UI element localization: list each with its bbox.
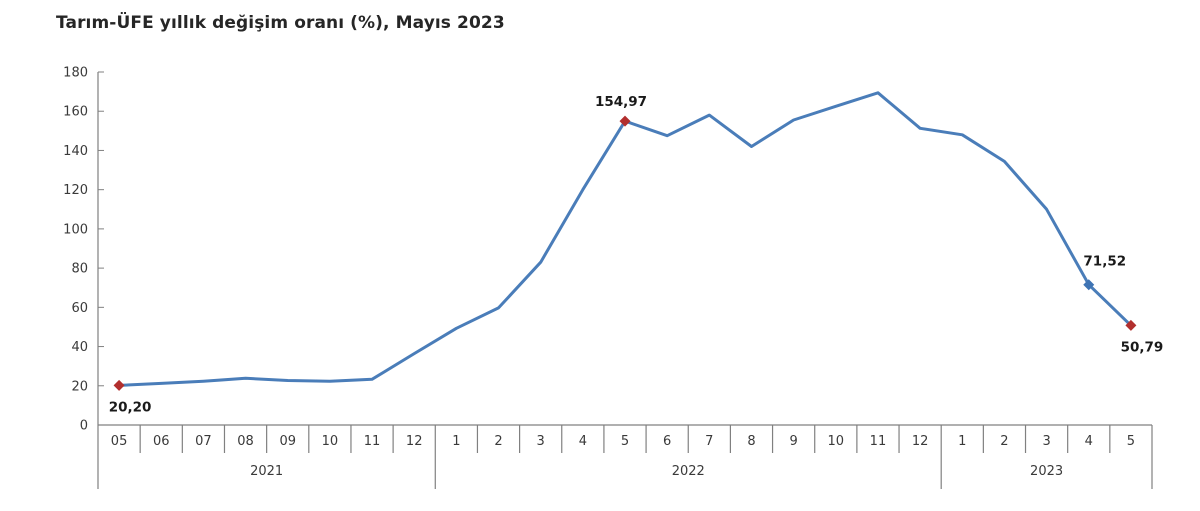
data-point-marker-red	[1125, 319, 1137, 331]
month-label: 5	[621, 434, 629, 449]
month-label: 8	[747, 434, 755, 449]
month-label: 10	[322, 434, 339, 449]
month-label: 05	[111, 434, 128, 449]
y-tick-label: 140	[63, 144, 88, 159]
data-point-marker-blue	[1083, 279, 1095, 291]
y-tick-label: 0	[80, 419, 88, 434]
y-tick-label: 180	[63, 66, 88, 81]
month-label: 1	[958, 434, 966, 449]
y-tick-label: 40	[71, 340, 88, 355]
point-label: 20,20	[109, 399, 152, 415]
month-label: 3	[1042, 434, 1050, 449]
month-label: 7	[705, 434, 713, 449]
month-label: 06	[153, 434, 170, 449]
year-label: 2021	[250, 464, 283, 479]
point-annotations: 20,20 154,97 71,52 50,79	[109, 94, 1164, 415]
month-label: 2	[494, 434, 502, 449]
month-label: 12	[406, 434, 423, 449]
month-label: 07	[195, 434, 212, 449]
month-label: 08	[237, 434, 254, 449]
y-axis: 0 20 40 60 80 100 120 140 160 180	[63, 66, 104, 489]
point-label: 50,79	[1121, 339, 1164, 355]
point-label: 71,52	[1083, 254, 1126, 270]
year-label: 2023	[1030, 464, 1063, 479]
month-label: 1	[452, 434, 460, 449]
y-tick-label: 60	[71, 301, 88, 316]
month-label: 6	[663, 434, 671, 449]
month-label: 9	[789, 434, 797, 449]
point-label: 154,97	[595, 94, 647, 110]
year-label: 2022	[672, 464, 705, 479]
month-label: 10	[828, 434, 845, 449]
month-label: 11	[870, 434, 887, 449]
x-axis-table: 05 06 07 08 09 10 11 12 1 2 3 4 5 6 7 8 9 10 11 12 1 2 3 4 52021…	[98, 424, 1153, 489]
data-point-marker-red	[619, 115, 631, 127]
month-label: 4	[579, 434, 587, 449]
month-label: 09	[279, 434, 296, 449]
y-tick-label: 80	[71, 262, 88, 277]
month-label: 5	[1127, 434, 1135, 449]
y-tick-label: 120	[63, 183, 88, 198]
month-label: 4	[1085, 434, 1093, 449]
y-tick-label: 20	[71, 379, 88, 394]
chart-title: Tarım-ÜFE yıllık değişim oranı (%), Mayı…	[56, 13, 505, 33]
month-label: 2	[1000, 434, 1008, 449]
y-tick-label: 100	[63, 222, 88, 237]
month-label: 11	[364, 434, 381, 449]
data-line	[117, 91, 1133, 387]
month-label: 3	[537, 434, 545, 449]
month-label: 12	[912, 434, 929, 449]
y-tick-label: 160	[63, 105, 88, 120]
data-point-marker-red	[113, 379, 125, 391]
